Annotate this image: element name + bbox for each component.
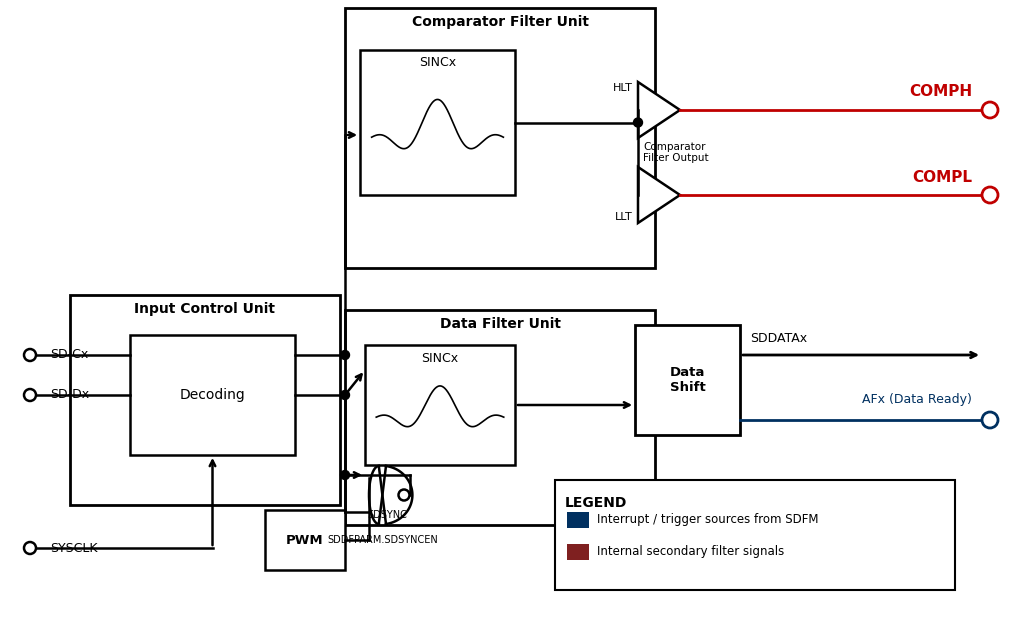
Text: Interrupt / trigger sources from SDFM: Interrupt / trigger sources from SDFM — [597, 513, 819, 526]
Text: SD-Dx: SD-Dx — [50, 389, 89, 401]
Text: Data
Shift: Data Shift — [669, 366, 705, 394]
Text: Internal secondary filter signals: Internal secondary filter signals — [597, 545, 784, 559]
Circle shape — [340, 391, 350, 399]
Text: SINCx: SINCx — [419, 56, 456, 70]
Bar — [265, 510, 345, 570]
Text: LLT: LLT — [615, 212, 633, 222]
Text: SYSCLK: SYSCLK — [50, 542, 97, 554]
Text: Decoding: Decoding — [179, 388, 245, 402]
Bar — [70, 295, 340, 505]
Text: HLT: HLT — [613, 83, 633, 93]
Text: LEGEND: LEGEND — [565, 496, 627, 510]
Polygon shape — [638, 82, 680, 138]
Bar — [360, 50, 515, 195]
Text: SD-Cx: SD-Cx — [50, 348, 88, 362]
Circle shape — [340, 351, 350, 360]
Text: COMPH: COMPH — [909, 85, 972, 99]
Text: AFx (Data Ready): AFx (Data Ready) — [862, 393, 972, 406]
Text: SINCx: SINCx — [421, 351, 458, 365]
Polygon shape — [638, 167, 680, 223]
Bar — [345, 8, 655, 268]
Polygon shape — [369, 466, 412, 524]
Bar — [555, 480, 955, 590]
Text: SDSYNC: SDSYNC — [367, 510, 407, 520]
Text: Data Filter Unit: Data Filter Unit — [440, 317, 561, 331]
Bar — [567, 544, 589, 560]
Circle shape — [340, 470, 350, 480]
Circle shape — [24, 389, 36, 401]
Circle shape — [633, 118, 643, 127]
Bar — [636, 325, 740, 435]
Bar — [130, 335, 295, 455]
Circle shape — [24, 542, 36, 554]
Circle shape — [982, 412, 998, 428]
Text: Comparator Filter Unit: Comparator Filter Unit — [411, 15, 588, 29]
Circle shape — [399, 490, 410, 501]
Bar — [345, 310, 655, 525]
Circle shape — [982, 102, 998, 118]
Text: COMPL: COMPL — [912, 169, 972, 185]
Text: PWM: PWM — [286, 533, 324, 547]
Circle shape — [24, 349, 36, 361]
Text: Input Control Unit: Input Control Unit — [134, 302, 276, 316]
Circle shape — [982, 187, 998, 203]
Text: SDDATAx: SDDATAx — [750, 332, 807, 345]
Bar — [567, 512, 589, 528]
Bar — [365, 345, 515, 465]
Text: Comparator
Filter Output: Comparator Filter Output — [643, 142, 708, 163]
Text: SDDFPARM.SDSYNCEN: SDDFPARM.SDSYNCEN — [328, 535, 439, 545]
